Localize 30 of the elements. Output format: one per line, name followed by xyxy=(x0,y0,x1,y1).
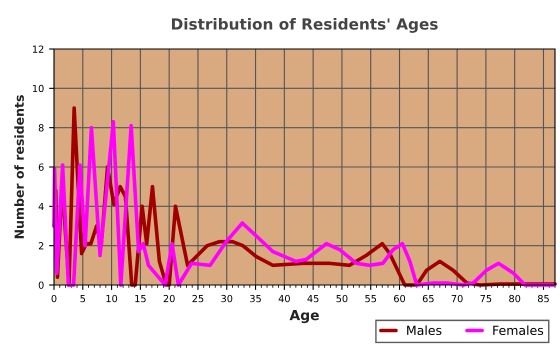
x-tick-label: 65 xyxy=(422,294,434,302)
x-tick-label: 10 xyxy=(106,294,118,302)
x-tick-label: 85 xyxy=(538,294,549,302)
x-tick-label: 25 xyxy=(192,294,204,302)
chart-title: Distribution of Residents' Ages xyxy=(172,18,438,33)
x-tick-label: 15 xyxy=(135,295,146,302)
y-tick-label: 10 xyxy=(32,84,44,92)
x-tick-label: 55 xyxy=(365,295,376,302)
x-tick-label: 5 xyxy=(80,295,86,302)
y-tick-label: 8 xyxy=(38,124,44,132)
legend-label: Males xyxy=(407,325,442,336)
x-tick-label: 70 xyxy=(452,294,463,302)
x-tick-label: 45 xyxy=(307,295,318,302)
legend-label: Females xyxy=(493,325,544,336)
x-tick-label: 20 xyxy=(164,294,175,302)
y-axis-title: Number of residents xyxy=(14,95,24,238)
y-tick-label: 12 xyxy=(32,45,44,53)
x-tick-label: 80 xyxy=(509,294,520,302)
x-axis-title: Age xyxy=(290,310,319,324)
y-tick-label: 6 xyxy=(38,163,44,171)
x-tick-label: 60 xyxy=(394,294,406,302)
y-tick-label: 2 xyxy=(38,242,44,250)
x-tick-label: 35 xyxy=(250,294,261,302)
x-tick-label: 30 xyxy=(221,294,232,302)
x-tick-label: 75 xyxy=(480,295,492,302)
x-tick-label: 0 xyxy=(52,294,56,302)
y-tick-label: 0 xyxy=(38,281,44,289)
x-tick-label: 40 xyxy=(278,294,290,302)
x-tick-label: 50 xyxy=(336,294,348,302)
y-tick-label: 4 xyxy=(38,202,44,210)
